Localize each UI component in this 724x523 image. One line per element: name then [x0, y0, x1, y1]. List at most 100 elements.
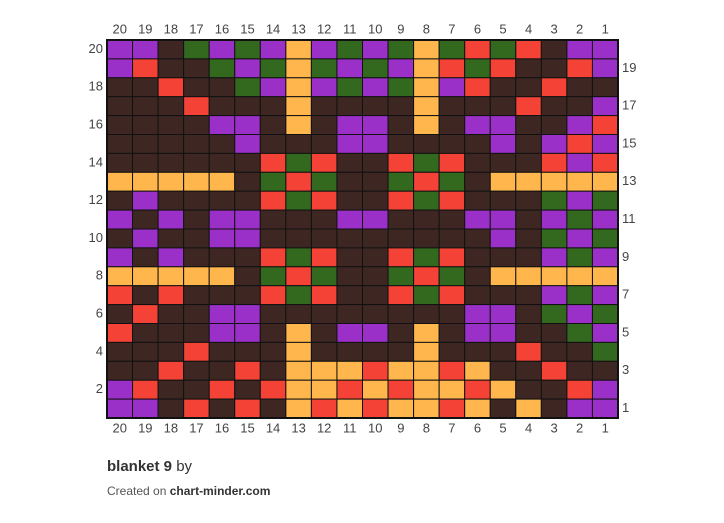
- stitch-cell: [438, 134, 466, 154]
- stitch-cell: [106, 190, 134, 211]
- stitch-cell: [208, 152, 236, 173]
- stitch-cell: [591, 171, 619, 192]
- stitch-cell: [157, 323, 185, 343]
- stitch-cell: [183, 360, 210, 381]
- stitch-cell: [259, 228, 287, 249]
- stitch-cell: [234, 115, 261, 135]
- stitch-cell: [540, 96, 568, 117]
- stitch-cell: [515, 323, 542, 343]
- stitch-cell: [285, 96, 312, 117]
- stitch-cell: [234, 58, 261, 79]
- stitch-cell: [285, 171, 312, 192]
- stitch-cell: [489, 398, 517, 419]
- stitch-cell: [183, 341, 210, 362]
- stitch-cell: [336, 247, 364, 268]
- stitch-cell: [438, 58, 466, 79]
- stitch-cell: [259, 323, 287, 343]
- chart-border: [106, 39, 619, 419]
- stitch-cell: [515, 398, 542, 419]
- column-label-top: 19: [138, 21, 152, 36]
- stitch-cell: [106, 209, 134, 230]
- stitch-cell: [464, 115, 491, 135]
- stitch-cell: [540, 247, 568, 268]
- stitch-cell: [387, 77, 415, 98]
- stitch-cell: [106, 379, 134, 400]
- stitch-cell: [362, 190, 389, 211]
- stitch-cell: [208, 115, 236, 135]
- row-label-left: 2: [96, 381, 103, 396]
- stitch-cell: [336, 190, 364, 211]
- column-label-top: 15: [240, 21, 254, 36]
- column-label-top: 17: [189, 21, 203, 36]
- stitch-cell: [259, 304, 287, 325]
- stitch-cell: [208, 360, 236, 381]
- stitch-cell: [208, 341, 236, 362]
- stitch-cell: [515, 379, 542, 400]
- stitch-cell: [336, 152, 364, 173]
- stitch-cell: [106, 171, 134, 192]
- stitch-cell: [310, 304, 338, 325]
- stitch-cell: [208, 209, 236, 230]
- stitch-cell: [566, 190, 593, 211]
- column-label-bottom: 4: [525, 420, 532, 435]
- stitch-cell: [413, 247, 440, 268]
- stitch-cell: [336, 360, 364, 381]
- stitch-cell: [387, 247, 415, 268]
- column-label-bottom: 14: [266, 420, 280, 435]
- stitch-cell: [310, 323, 338, 343]
- stitch-cell: [183, 58, 210, 79]
- stitch-cell: [591, 152, 619, 173]
- row-label-left: 18: [89, 79, 103, 94]
- column-label-bottom: 9: [397, 420, 404, 435]
- stitch-cell: [132, 304, 159, 325]
- stitch-cell: [438, 341, 466, 362]
- stitch-cell: [566, 96, 593, 117]
- column-label-bottom: 18: [164, 420, 178, 435]
- stitch-cell: [157, 171, 185, 192]
- stitch-cell: [591, 190, 619, 211]
- stitch-cell: [362, 304, 389, 325]
- stitch-cell: [540, 285, 568, 306]
- stitch-cell: [285, 304, 312, 325]
- stitch-cell: [515, 39, 542, 60]
- stitch-cell: [132, 58, 159, 79]
- stitch-cell: [234, 171, 261, 192]
- stitch-cell: [464, 58, 491, 79]
- stitch-cell: [259, 285, 287, 306]
- stitch-cell: [362, 134, 389, 154]
- stitch-cell: [489, 360, 517, 381]
- stitch-cell: [489, 341, 517, 362]
- stitch-cell: [489, 190, 517, 211]
- stitch-cell: [259, 247, 287, 268]
- column-label-bottom: 12: [317, 420, 331, 435]
- stitch-cell: [234, 323, 261, 343]
- stitch-cell: [106, 266, 134, 287]
- stitch-cell: [464, 171, 491, 192]
- stitch-cell: [106, 323, 134, 343]
- column-label-bottom: 17: [189, 420, 203, 435]
- stitch-cell: [259, 115, 287, 135]
- stitch-cell: [285, 152, 312, 173]
- stitch-cell: [566, 209, 593, 230]
- stitch-cell: [438, 96, 466, 117]
- stitch-cell: [106, 134, 134, 154]
- stitch-cell: [106, 152, 134, 173]
- stitch-cell: [540, 152, 568, 173]
- column-label-bottom: 13: [291, 420, 305, 435]
- stitch-cell: [234, 247, 261, 268]
- stitch-cell: [208, 379, 236, 400]
- stitch-cell: [259, 134, 287, 154]
- stitch-cell: [387, 190, 415, 211]
- stitch-cell: [413, 285, 440, 306]
- stitch-cell: [336, 398, 364, 419]
- stitch-cell: [566, 115, 593, 135]
- stitch-cell: [387, 228, 415, 249]
- stitch-cell: [515, 209, 542, 230]
- stitch-cell: [566, 304, 593, 325]
- stitch-cell: [183, 190, 210, 211]
- stitch-cell: [106, 77, 134, 98]
- stitch-cell: [310, 209, 338, 230]
- stitch-cell: [336, 379, 364, 400]
- stitch-cell: [515, 171, 542, 192]
- stitch-cell: [438, 152, 466, 173]
